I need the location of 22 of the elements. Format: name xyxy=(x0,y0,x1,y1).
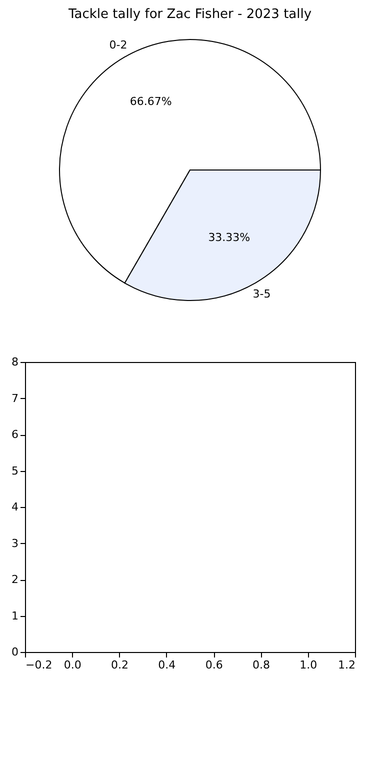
x-tick-label: 1.0 xyxy=(300,658,318,672)
data-label: 33.33% xyxy=(208,230,250,244)
x-tick-label: 0.2 xyxy=(111,658,129,672)
y-tick-label: 2 xyxy=(12,573,18,586)
chart-title: Tackle tally for Zac Fisher - 2023 tally xyxy=(67,7,312,22)
x-tick-label: 0.0 xyxy=(64,658,82,672)
x-tick-label: 0.8 xyxy=(252,658,270,672)
x-tick-label: 1.2 xyxy=(338,658,356,672)
x-tick-label: 0.4 xyxy=(158,658,176,672)
x-tick-label: −0.2 xyxy=(26,658,52,672)
y-tick-label: 4 xyxy=(12,500,18,514)
slice-label: 0-2 xyxy=(109,38,128,52)
x-tick-label: 0.6 xyxy=(205,658,223,672)
y-tick-label: 1 xyxy=(12,609,18,622)
y-tick-label: 6 xyxy=(12,428,18,441)
slice-label: 3-5 xyxy=(252,287,271,300)
data-label: 66.67% xyxy=(130,95,172,108)
y-tick-label: 8 xyxy=(12,356,18,368)
y-tick-label: 3 xyxy=(12,536,18,550)
y-tick-label: 0 xyxy=(12,646,18,658)
y-tick-label: 5 xyxy=(12,464,18,478)
y-tick-label: 7 xyxy=(12,392,18,405)
